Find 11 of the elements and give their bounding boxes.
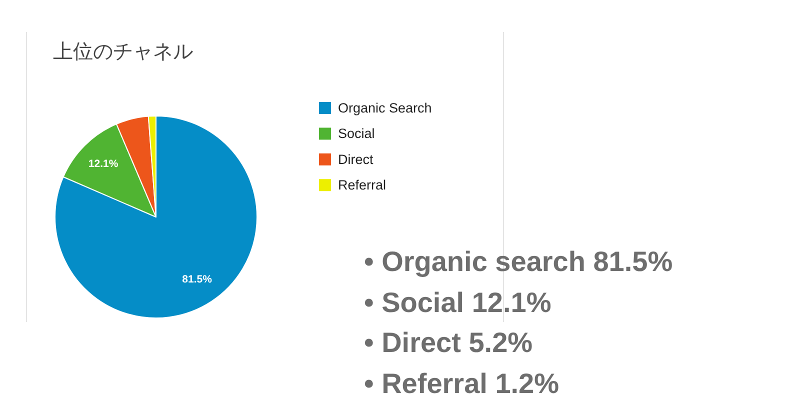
text: • Referral 1.2%: [364, 366, 560, 400]
legend-label: Direct: [338, 152, 374, 167]
text: • Organic search 81.5%: [364, 245, 673, 279]
text: • Direct 5.2%: [364, 326, 534, 360]
legend-label: Referral: [338, 178, 386, 193]
text: • Social 12.1%: [364, 286, 552, 320]
legend-label: Social: [338, 126, 375, 142]
chart-title: 上位のチャネル: [53, 41, 193, 63]
data-label: 12.1%: [88, 158, 119, 170]
legend-label: Organic Search: [338, 100, 432, 116]
data-label: 81.5%: [182, 273, 213, 286]
